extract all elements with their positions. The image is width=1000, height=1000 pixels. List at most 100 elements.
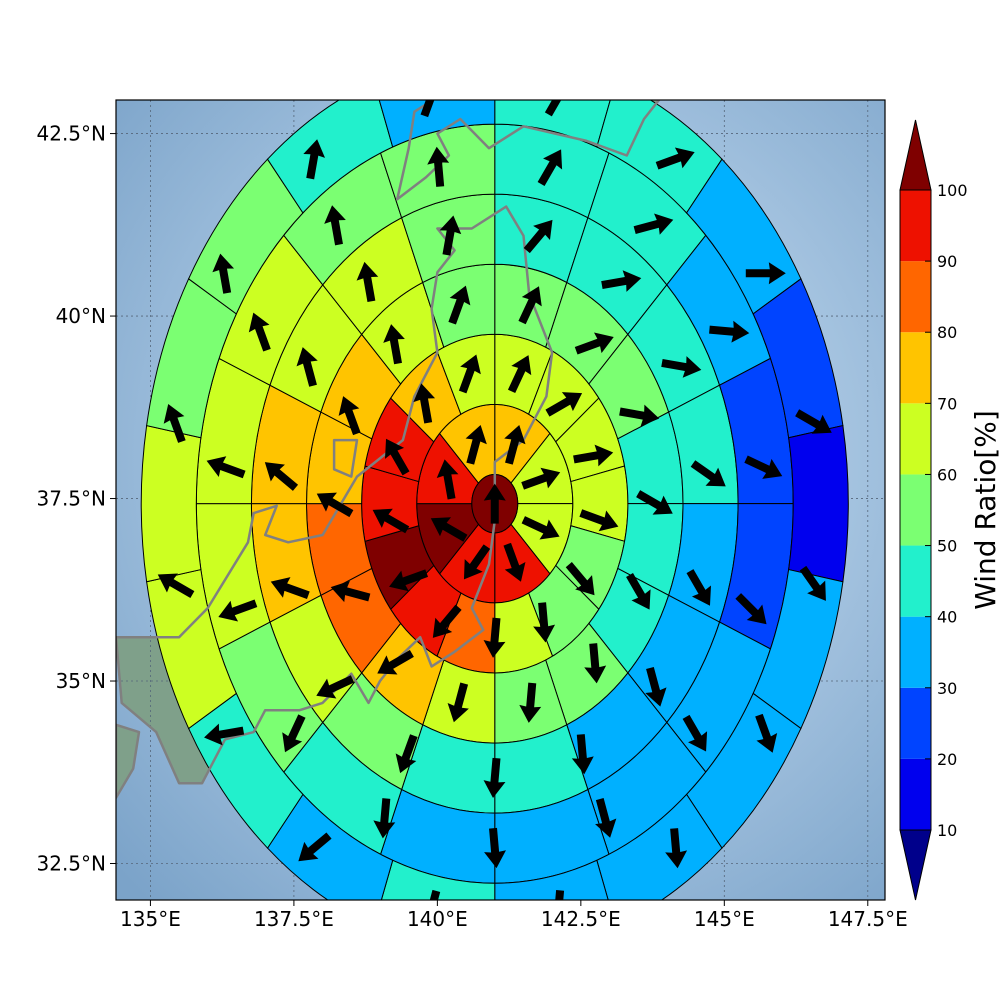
colorbar-segment-70-80 (900, 332, 931, 404)
colorbar-label: Wind Ratio[%] (969, 410, 1000, 610)
arrow-ring3-10 (330, 580, 371, 603)
x-axis-ticks: 135°E 137.5°E 140°E 142.5°E 145°E 147.5°E (120, 900, 908, 931)
arrow-ring5-14 (324, 205, 346, 246)
arrow-ring4-2 (601, 270, 642, 292)
arrow-ring2-13 (458, 354, 481, 394)
colorbar-segment-20-30 (900, 687, 931, 759)
arrow-ring4-12 (264, 462, 299, 491)
arrow-ring5-13 (248, 312, 271, 352)
arrow-ring4-8 (483, 757, 506, 799)
arrow-ring5-8 (484, 827, 506, 869)
colorbar-segment-90-100 (900, 190, 931, 262)
arrow-ring6-6 (755, 713, 778, 753)
arrow-ring5-7 (595, 798, 617, 838)
arrow-ring2-7 (483, 617, 506, 658)
y-tick-label-1: 32.5°N (37, 852, 107, 876)
arrow-ring1-3 (521, 516, 560, 540)
colorbar-segment-10-20 (900, 758, 931, 830)
sector-ring6-10 (380, 859, 496, 900)
colorbar-segment-80-90 (900, 261, 931, 333)
arrow-ring2-11 (385, 438, 410, 476)
arrow-ring6-13 (163, 403, 186, 443)
arrow-ring2-10 (372, 508, 410, 534)
arrow-ring4-7 (571, 734, 594, 775)
arrow-ring5-10 (282, 714, 306, 753)
coastline-1 (395, 100, 661, 201)
landmass-3 (116, 724, 139, 798)
arrow-ring5-5 (735, 593, 767, 625)
arrow-ring3-13 (383, 324, 405, 365)
arrow-ring4-15 (439, 215, 462, 256)
arrow-ring6-15 (303, 139, 326, 180)
y-axis-ticks: 32.5°N 35°N 37.5°N 40°N 42.5°N (37, 122, 116, 876)
map-area (115, 99, 886, 901)
arrow-ring6-5 (799, 565, 826, 601)
arrow-ring4-1 (523, 219, 553, 254)
arrow-ring3-11 (316, 492, 354, 518)
arrow-ring4-4 (690, 460, 726, 487)
arrow-ring4-5 (686, 569, 712, 606)
colorbar-tick-label-90: 90 (937, 252, 957, 271)
colorbar-segment-50-60 (900, 474, 931, 546)
colorbar-extend-over (899, 119, 932, 191)
coastline-4 (332, 438, 359, 478)
y-tick-label-2: 35°N (56, 669, 106, 693)
arrow-ring5-4 (744, 455, 783, 479)
colorbar-tick-label-30: 30 (937, 679, 957, 698)
arrow-ring1-5 (463, 544, 491, 580)
arrow-ring2-3 (573, 444, 614, 467)
colorbar-tick-label-20: 20 (937, 750, 957, 769)
sector-ring6-18 (378, 100, 496, 148)
x-tick-label-4: 142.5°E (541, 907, 621, 931)
arrow-ring6-10 (298, 832, 332, 862)
colorbar-extend-under (899, 829, 932, 901)
arrow-ring5-2 (633, 213, 674, 235)
sector-ring6-14 (140, 424, 202, 583)
arrow-ring4-6 (645, 666, 667, 707)
arrow-ring5-1 (537, 149, 563, 186)
colorbar-tick-label-40: 40 (937, 608, 957, 627)
arrow-ring3-1 (518, 286, 542, 325)
arrow-ring3-12 (338, 396, 361, 436)
arrow-ring6-16 (420, 100, 443, 118)
x-tick-label-1: 135°E (120, 907, 181, 931)
arrow-ring3-3 (619, 404, 660, 427)
arrow-ring3-7 (519, 682, 542, 723)
arrow-ring6-4 (795, 409, 832, 434)
arrow-ring1-8 (465, 424, 487, 465)
x-tick-label-2: 137.5°E (254, 907, 334, 931)
arrow-ring5-12 (206, 456, 246, 479)
arrow-ring2-5 (565, 562, 595, 596)
colorbar-tick-label-10: 10 (937, 821, 957, 840)
wind-arrow-layer (157, 100, 832, 900)
arrow-ring2-8 (432, 604, 462, 638)
arrow-ring4-14 (356, 261, 379, 303)
arrow-ring6-1 (544, 100, 570, 117)
arrow-ring6-14 (212, 253, 235, 294)
arrow-ring6-3 (745, 262, 786, 285)
y-tick-label-3: 37.5°N (37, 487, 107, 511)
arrow-ring3-5 (626, 573, 651, 610)
arrow-ring1-6 (430, 517, 468, 542)
arrow-ring2-6 (533, 602, 556, 643)
sector-ring6-9 (494, 859, 609, 900)
x-tick-label-6: 147.5°E (828, 907, 908, 931)
arrow-ring4-11 (270, 577, 310, 600)
x-tick-label-5: 145°E (694, 907, 755, 931)
arrow-ring5-9 (373, 798, 396, 839)
colorbar-tick-label-80: 80 (937, 323, 957, 342)
arrow-ring6-2 (655, 147, 695, 170)
arrow-ring3-4 (636, 490, 673, 515)
arrow-ring6-11 (204, 723, 245, 746)
colorbar-tick-label-100: 100 (937, 181, 968, 200)
colorbar-frame (899, 189, 932, 831)
coastline-3 (116, 723, 141, 800)
colorbar-tick-label-50: 50 (937, 537, 957, 556)
colorbar-segment-60-70 (900, 403, 931, 475)
arrow-ring1-4 (503, 542, 526, 582)
arrow-ring4-13 (296, 347, 318, 387)
arrow-ring2-1 (507, 355, 532, 394)
sector-ring6-8 (596, 793, 723, 900)
colorbar: 10 20 30 40 50 60 70 80 90 100 Wind Ratio[%] (899, 119, 1000, 901)
